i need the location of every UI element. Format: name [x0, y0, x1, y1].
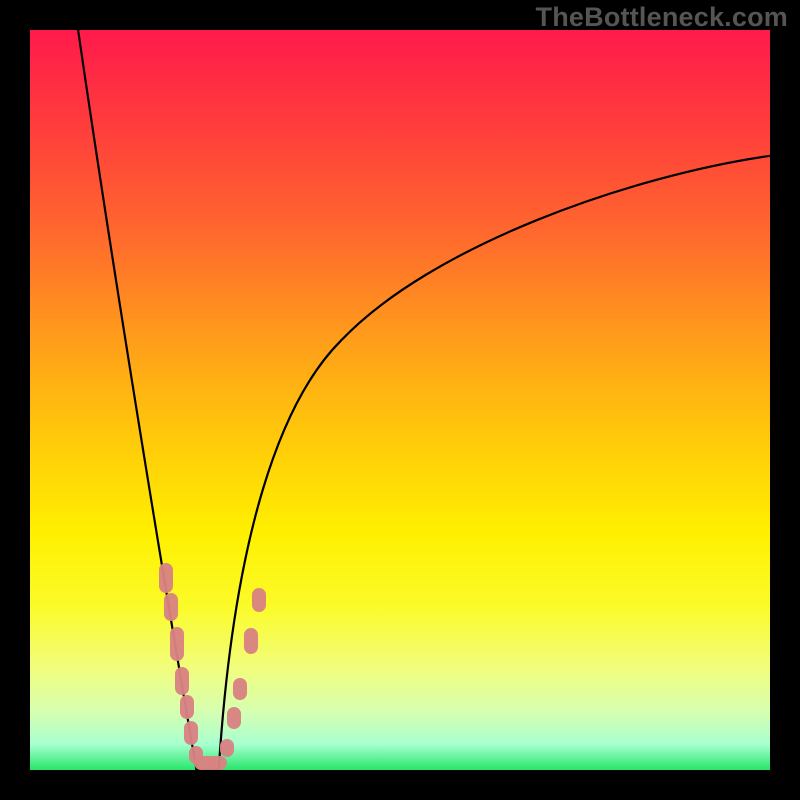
curve-path [78, 30, 770, 770]
plot-area [30, 30, 770, 770]
chart-stage: TheBottleneck.com [0, 0, 800, 800]
watermark-text: TheBottleneck.com [536, 2, 788, 33]
bottleneck-curve [30, 30, 770, 770]
